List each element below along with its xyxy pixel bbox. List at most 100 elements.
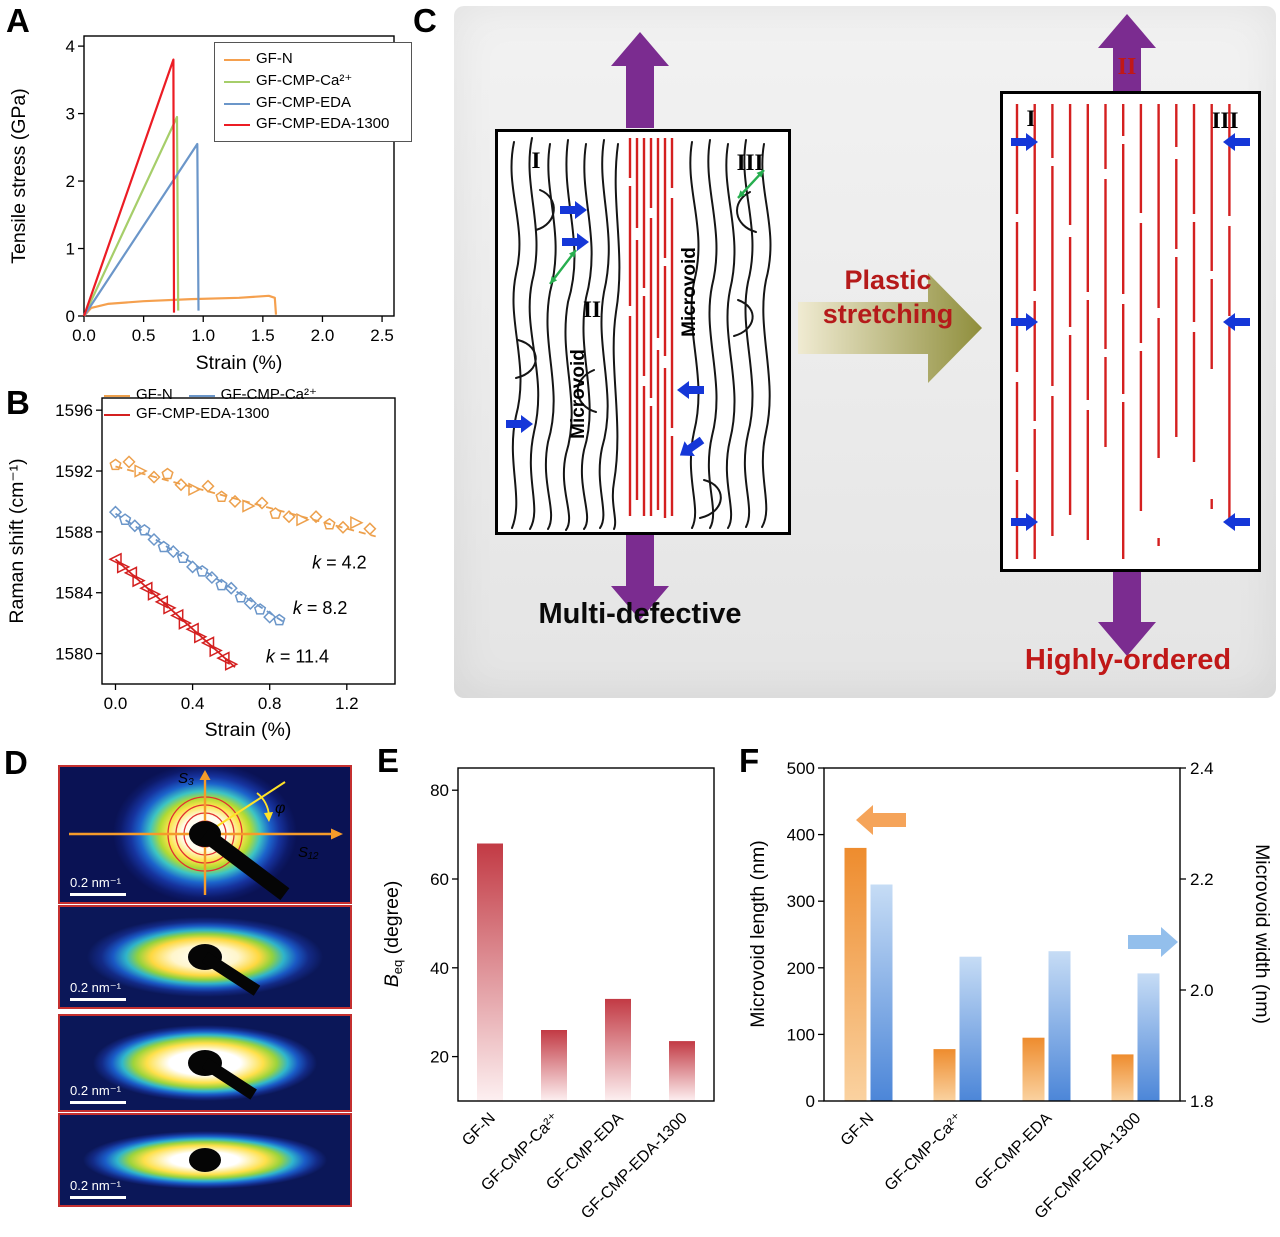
- marker-tri-right: [147, 587, 162, 601]
- length-bar: [933, 1049, 956, 1101]
- plot-frame: [457, 767, 715, 1102]
- tensile-chart: Strain (%) Tensile stress (GPa) 0.0 0.5 1.…: [8, 35, 395, 374]
- microvoid-label-left: Microvoid: [568, 349, 589, 439]
- marker-diamond: [336, 520, 350, 534]
- compress-arrow: [679, 436, 705, 456]
- scalebar-text: 0.2 nm⁻¹: [70, 875, 121, 890]
- marker-diamond: [243, 596, 257, 610]
- marker-pentagon: [273, 613, 286, 626]
- scalebar: 0.2 nm⁻¹: [70, 876, 126, 896]
- y-tick-label: 400: [787, 826, 815, 845]
- legend-swatch: [224, 80, 250, 83]
- marker-pentagon: [253, 603, 267, 615]
- panel-a-tensile-chart: Strain (%) Tensile stress (GPa) 0.0 0.5 1.…: [0, 0, 420, 386]
- category-label: GF-CMP-EDA: [972, 1110, 1056, 1194]
- y-tick-label: 60: [430, 870, 449, 889]
- marker-tri-right: [224, 657, 239, 671]
- saxs4-overlay: [189, 1148, 221, 1172]
- marker-tri-right: [132, 573, 146, 588]
- x-tick-label: 2.0: [311, 326, 335, 345]
- legend-swatch: [188, 395, 215, 397]
- fiber-path: [598, 139, 610, 529]
- e-ylabel-main: B: [381, 974, 403, 987]
- fiber-hook: [733, 299, 754, 337]
- category-label: GF-CMP-Ca²⁺: [882, 1110, 967, 1195]
- x-tick-label: 1.5: [251, 326, 275, 345]
- marker-pentagon: [109, 458, 122, 471]
- marker-diamond: [309, 510, 323, 524]
- fiber-path: [510, 141, 522, 529]
- schematic-arrow-layer: [611, 14, 1156, 656]
- e-ylabel-sub: eq: [390, 960, 405, 974]
- x-tick-label: 0.5: [132, 326, 156, 345]
- fiber-hook: [535, 189, 555, 231]
- panel-label-c: C: [413, 2, 437, 39]
- panel-label-a: A: [6, 2, 30, 39]
- panel-label-b: B: [6, 384, 30, 421]
- scalebar-line: [70, 1101, 126, 1104]
- e-ylabel-rest: (degree): [381, 881, 403, 960]
- marker-diamond: [255, 496, 269, 510]
- scalebar: 0.2 nm⁻¹: [70, 1084, 126, 1104]
- stretch-arrow: [1098, 14, 1156, 92]
- stretch-arrow: [1098, 564, 1156, 656]
- panel-label-e: E: [377, 742, 400, 779]
- marker-diamond: [363, 522, 377, 536]
- marker-tri-right: [134, 464, 148, 478]
- legend-swatch: [104, 395, 130, 397]
- fiber-hook: [699, 479, 722, 519]
- right-axis-arrow: [1128, 927, 1178, 957]
- marker-diamond: [128, 519, 142, 533]
- stretch-arrow: [611, 528, 669, 620]
- y-tick-label: 1592: [55, 462, 93, 481]
- y-tick-label: 4: [66, 37, 75, 56]
- marker-diamond: [122, 455, 136, 469]
- legend-label: GF-CMP-EDA-1300: [136, 404, 270, 422]
- fiber-path: [761, 143, 772, 528]
- marker-tri-right: [178, 616, 193, 630]
- panel-a-legend: GF-N GF-CMP-Ca²⁺ GF-CMP-EDA GF-CMP-EDA-1300: [214, 42, 412, 142]
- x-tick-label: 0.8: [258, 694, 282, 713]
- marker-tri-left: [123, 566, 138, 580]
- marker-tri-right: [188, 482, 202, 497]
- marker-diamond: [186, 560, 200, 574]
- fiber-hook: [576, 369, 597, 413]
- x-tick-label: 0.0: [104, 694, 128, 713]
- multi-defective-caption: Multi-defective: [538, 598, 742, 630]
- compress-arrow: [560, 201, 587, 219]
- marker-tri-left: [200, 636, 215, 650]
- legend-label: GF-CMP-Ca²⁺: [220, 386, 317, 403]
- bar-GF-N: [477, 843, 503, 1101]
- beamstop-arm: [201, 1057, 257, 1100]
- highly-ordered-box: I III: [1000, 91, 1261, 572]
- length-bar: [1022, 1037, 1045, 1101]
- roman-i-right: I: [1027, 106, 1036, 131]
- plot-frame: [823, 767, 1181, 1102]
- y-tick-label: 40: [430, 959, 449, 978]
- marker-pentagon: [161, 467, 174, 480]
- arrow-head: [756, 170, 764, 178]
- panel-f-microvoid-chart: Microvoid length (nm) Microvoid width (n…: [740, 756, 1280, 1237]
- x-tick-label: 2.5: [370, 326, 394, 345]
- axis-label-s12: S₁₂: [298, 844, 319, 861]
- marker-diamond: [228, 494, 242, 508]
- highly-ordered-caption: Highly-ordered: [1024, 644, 1232, 676]
- legend-entry: GF-N: [224, 50, 402, 69]
- legend-swatch: [104, 413, 130, 416]
- saxs3-overlay: [188, 1050, 257, 1100]
- plastic-line1: Plastic: [844, 265, 932, 295]
- marker-diamond: [282, 510, 296, 524]
- legend-swatch: [224, 124, 250, 127]
- marker-tri-right: [194, 630, 208, 644]
- fiber-path: [580, 143, 593, 530]
- beq-chart: Beq (degree) 20406080GF-NGF-CMP-Ca²⁺GF-C…: [381, 767, 715, 1222]
- equator-arrowhead: [331, 828, 343, 840]
- y-tick-label: 0: [806, 1092, 815, 1111]
- compress-arrow: [506, 415, 533, 433]
- fiber-hook: [736, 191, 757, 233]
- y-tick-label: 1596: [55, 401, 93, 420]
- saxs-image-2: 0.2 nm⁻¹: [58, 905, 352, 1009]
- marker-diamond: [147, 532, 161, 547]
- panel-e-beq-chart: Beq (degree) 20 40 60 80 GF-N GF-CMP-Ca²⁺ GF-C…: [378, 756, 740, 1237]
- series-line: [83, 115, 180, 317]
